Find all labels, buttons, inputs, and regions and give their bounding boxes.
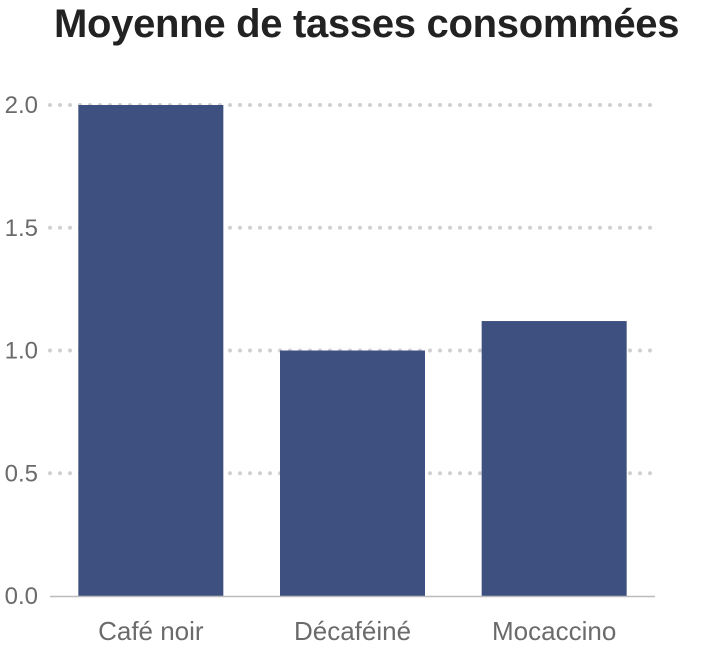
chart-title: Moyenne de tasses consommées xyxy=(54,2,680,46)
bar xyxy=(78,105,224,596)
bars xyxy=(78,105,627,596)
x-tick-label: Décaféiné xyxy=(294,616,411,646)
bar xyxy=(280,350,425,596)
y-tick-label: 0.5 xyxy=(5,460,38,487)
x-tick-label: Café noir xyxy=(98,616,204,646)
y-axis-ticks: 0.0 0.5 1.0 1.5 2.0 xyxy=(5,92,38,610)
x-tick-label: Mocaccino xyxy=(492,616,616,646)
x-axis-categories: Café noir Décaféiné Mocaccino xyxy=(98,616,616,646)
y-tick-label: 0.0 xyxy=(5,583,38,610)
bar xyxy=(481,321,627,596)
y-tick-label: 1.5 xyxy=(5,215,38,242)
y-tick-label: 2.0 xyxy=(5,92,38,119)
y-tick-label: 1.0 xyxy=(5,338,38,365)
